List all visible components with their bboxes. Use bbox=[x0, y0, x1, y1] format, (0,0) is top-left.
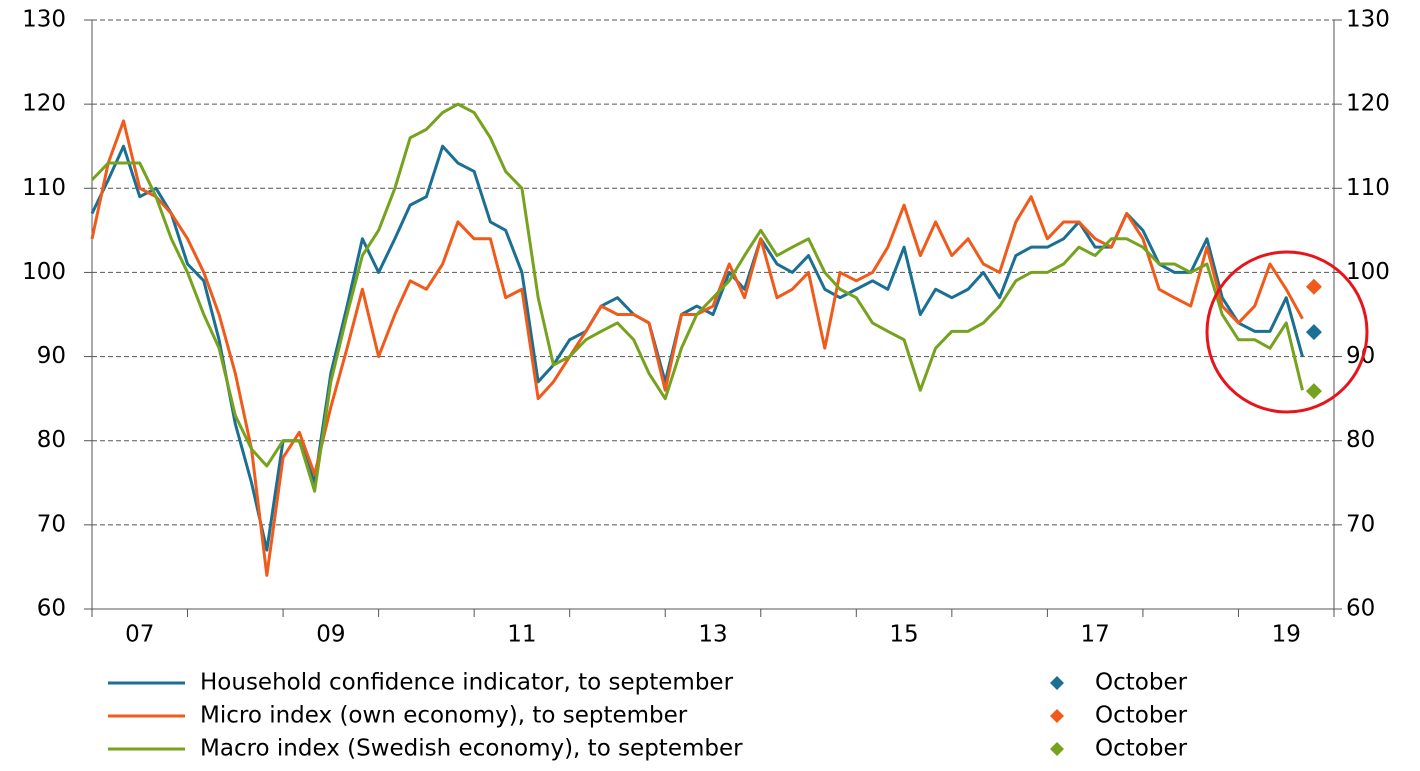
y2-tick-label: 130 bbox=[1346, 7, 1390, 33]
series-line bbox=[90, 144, 1304, 552]
y-tick-label: 60 bbox=[37, 596, 66, 622]
y-tick-label: 110 bbox=[22, 175, 66, 201]
legend-label: October bbox=[1095, 736, 1188, 762]
y2-tick-label: 70 bbox=[1346, 511, 1375, 537]
x-tick-label: 19 bbox=[1272, 622, 1301, 648]
legend-label: Household confidence indicator, to septe… bbox=[200, 670, 734, 696]
legend-label: October bbox=[1095, 670, 1188, 696]
legend-marker bbox=[1050, 709, 1064, 723]
y2-tick-label: 110 bbox=[1346, 175, 1390, 201]
y-tick-label: 80 bbox=[37, 427, 66, 453]
october-point bbox=[1305, 278, 1322, 295]
x-tick-label: 07 bbox=[125, 622, 154, 648]
legend-marker bbox=[1050, 676, 1064, 690]
x-tick-label: 13 bbox=[698, 622, 727, 648]
x-tick-label: 11 bbox=[507, 622, 536, 648]
x-tick-label: 17 bbox=[1081, 622, 1110, 648]
x-tick-label: 15 bbox=[889, 622, 918, 648]
y2-tick-label: 80 bbox=[1346, 427, 1375, 453]
legend-marker bbox=[1050, 742, 1064, 756]
highlight-circle bbox=[1205, 250, 1369, 414]
legend-label: Macro index (Swedish economy), to septem… bbox=[200, 736, 743, 762]
x-tick-label: 09 bbox=[316, 622, 345, 648]
legend-label: Micro index (own economy), to september bbox=[200, 703, 688, 729]
y-tick-label: 90 bbox=[37, 343, 66, 369]
y2-tick-label: 60 bbox=[1346, 596, 1375, 622]
y2-tick-label: 100 bbox=[1346, 259, 1390, 285]
october-point bbox=[1305, 383, 1322, 400]
y-tick-label: 100 bbox=[22, 259, 66, 285]
y-tick-label: 70 bbox=[37, 511, 66, 537]
legend-label: October bbox=[1095, 703, 1188, 729]
y-tick-label: 120 bbox=[22, 91, 66, 117]
october-point bbox=[1305, 324, 1322, 341]
series-line bbox=[90, 102, 1304, 493]
y-tick-label: 130 bbox=[22, 7, 66, 33]
y2-tick-label: 120 bbox=[1346, 91, 1390, 117]
